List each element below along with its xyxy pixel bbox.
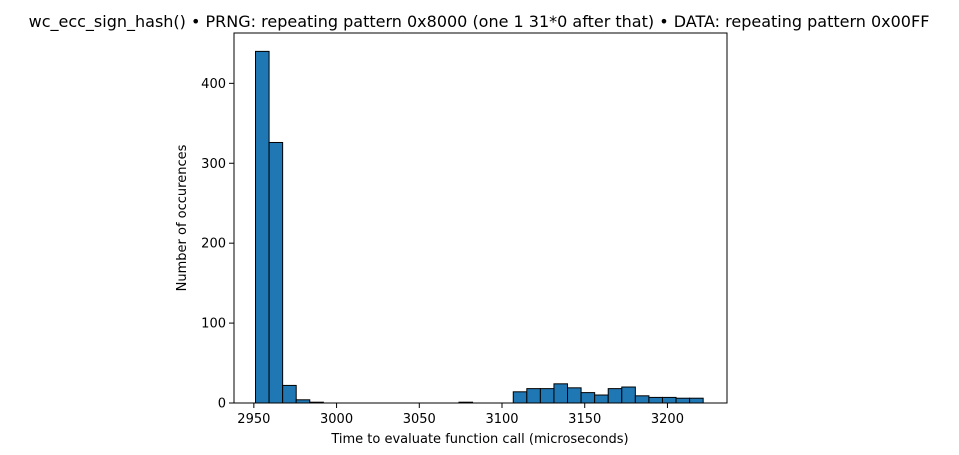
x-tick-label: 3200 xyxy=(651,412,684,427)
histogram-bar xyxy=(539,388,555,404)
y-tick-label: 0 xyxy=(218,397,226,412)
x-tick-label: 2950 xyxy=(237,412,270,427)
histogram-bar xyxy=(648,396,663,404)
histogram-bar xyxy=(594,394,609,404)
histogram-bar xyxy=(675,397,691,404)
histogram-bar xyxy=(268,141,284,404)
histogram-bars xyxy=(255,50,704,404)
x-axis-label: Time to evaluate function call (microsec… xyxy=(330,432,628,447)
histogram-bar xyxy=(634,395,650,404)
y-tick-label: 400 xyxy=(201,77,226,92)
histogram-bar xyxy=(553,383,569,404)
histogram-bar xyxy=(255,50,270,404)
y-tick-label: 100 xyxy=(201,317,226,332)
x-axis-ticks: 2950 3000 3050 3100 3150 3200 xyxy=(237,403,684,427)
histogram-bar xyxy=(526,388,541,404)
histogram-bar xyxy=(621,386,636,404)
y-tick-label: 200 xyxy=(201,237,226,252)
y-axis-label: Number of occurences xyxy=(175,144,190,291)
histogram-bar xyxy=(689,397,704,404)
histogram-bar xyxy=(580,392,596,404)
histogram-bar xyxy=(512,391,528,404)
histogram-bar xyxy=(661,396,677,404)
histogram-bar xyxy=(567,387,582,404)
x-tick-label: 3150 xyxy=(568,412,601,427)
x-tick-label: 3050 xyxy=(403,412,436,427)
histogram-bar xyxy=(607,388,623,404)
x-tick-label: 3100 xyxy=(485,412,518,427)
x-tick-label: 3000 xyxy=(320,412,353,427)
plot-frame xyxy=(233,32,728,404)
chart-title: wc_ecc_sign_hash() • PRNG: repeating pat… xyxy=(29,12,930,32)
histogram-bar xyxy=(282,384,297,404)
y-axis-ticks: 0 100 200 300 400 xyxy=(201,77,234,412)
y-tick-label: 300 xyxy=(201,157,226,172)
